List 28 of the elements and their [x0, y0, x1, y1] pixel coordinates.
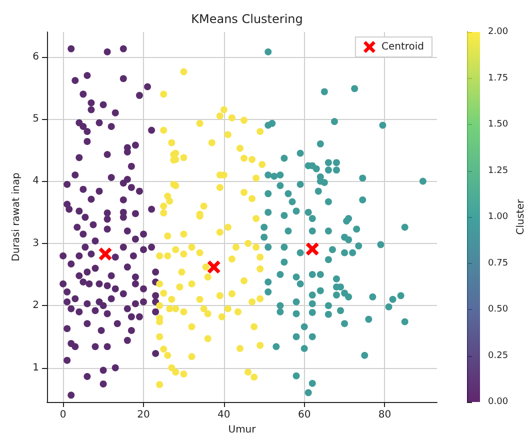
x-axis-title: Umur [228, 424, 257, 436]
color-bar-label: 1.50 [488, 120, 508, 130]
y-tick-label: 2 [32, 300, 39, 312]
color-bar-label: 1.75 [488, 73, 508, 84]
color-bar-label: 0.25 [488, 350, 508, 361]
y-tick-label: 1 [32, 362, 39, 374]
x-tick-label: 80 [378, 410, 392, 420]
y-tick-label: 5 [32, 114, 39, 125]
color-bar-label: 1.25 [488, 166, 508, 176]
color-bar-label: 0.50 [488, 304, 508, 314]
point [306, 242, 319, 256]
color-bar-label: 2.00 [488, 27, 508, 37]
color-bar-label: 0.00 [488, 397, 508, 407]
x-tick-label: 0 [60, 410, 66, 420]
color-bar-label: 1.00 [488, 212, 508, 222]
x-tick-label: 60 [298, 410, 311, 420]
color-bar-label: 0.75 [488, 258, 508, 268]
x-tick-label: 20 [137, 410, 150, 420]
point [207, 260, 220, 274]
point [98, 248, 112, 260]
y-tick-label: 3 [32, 238, 39, 249]
y-tick-label: 6 [32, 51, 39, 62]
y-tick-label: 4 [32, 176, 39, 187]
chart-title: KMeans Clustering [191, 12, 303, 26]
color-bar-title: Cluster [516, 198, 526, 235]
x-tick-label: 40 [218, 410, 230, 420]
legend-label: Centroid [381, 42, 424, 52]
y-axis-title: Durasi rawat inap [11, 172, 22, 262]
